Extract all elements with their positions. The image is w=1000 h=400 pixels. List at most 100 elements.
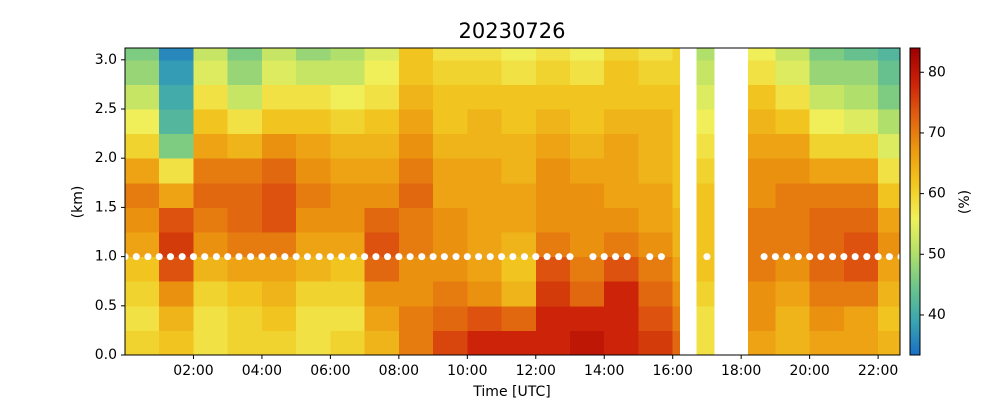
x-axis-label: Time [UTC] — [472, 384, 550, 400]
cell — [296, 109, 331, 135]
cell — [501, 158, 537, 184]
cell — [696, 109, 715, 135]
y-tick-label: 2.0 — [95, 150, 117, 166]
cell — [125, 158, 160, 184]
marker-point — [395, 253, 403, 261]
cell — [433, 330, 468, 355]
cell — [330, 256, 366, 282]
cell — [330, 232, 366, 258]
cell — [227, 330, 263, 355]
cell — [775, 256, 811, 282]
cell — [261, 330, 297, 355]
cell — [364, 133, 400, 159]
cell — [843, 84, 879, 110]
cell — [261, 109, 297, 135]
cell — [364, 256, 400, 282]
cell — [125, 281, 160, 307]
marker-point — [338, 253, 346, 261]
cell — [433, 59, 468, 85]
cell — [696, 207, 715, 233]
cell — [364, 109, 400, 135]
cell — [748, 48, 776, 61]
cell — [261, 48, 297, 61]
marker-point — [326, 253, 334, 261]
marker-point — [863, 253, 871, 261]
colorbar-tick-label: 80 — [928, 64, 946, 80]
cell — [535, 207, 571, 233]
cell — [433, 305, 468, 331]
cell — [501, 330, 537, 355]
cell — [433, 207, 468, 233]
cell — [159, 59, 194, 85]
cell — [748, 281, 776, 307]
marker-point — [520, 253, 528, 261]
cell — [433, 281, 468, 307]
cell — [604, 59, 639, 85]
cell — [364, 330, 400, 355]
cell — [125, 48, 160, 61]
cell — [364, 158, 400, 184]
cell — [878, 330, 900, 355]
cell — [878, 305, 900, 331]
cell — [696, 133, 715, 159]
cell — [261, 59, 297, 85]
cell — [878, 281, 900, 307]
cell — [878, 109, 900, 135]
cell — [843, 158, 879, 184]
cell — [227, 133, 263, 159]
cell — [878, 232, 900, 258]
cell — [604, 232, 639, 258]
marker-point — [303, 253, 311, 261]
cell — [398, 281, 434, 307]
cell — [809, 330, 845, 355]
cell — [227, 84, 263, 110]
cell — [748, 305, 776, 331]
cell — [638, 256, 674, 282]
cell — [843, 182, 879, 208]
cell — [330, 305, 366, 331]
marker-point — [440, 253, 448, 261]
cell — [296, 281, 331, 307]
cell — [296, 182, 331, 208]
cell — [809, 305, 845, 331]
cell — [570, 133, 605, 159]
cell — [809, 133, 845, 159]
marker-point — [224, 253, 232, 261]
cell — [433, 232, 468, 258]
cell — [261, 182, 297, 208]
cell — [364, 281, 400, 307]
cell — [878, 84, 900, 110]
cell — [638, 133, 674, 159]
cell — [398, 182, 434, 208]
cell — [535, 305, 571, 331]
cell — [296, 305, 331, 331]
y-tick-label: 0.5 — [95, 298, 117, 314]
cell — [467, 305, 503, 331]
cell — [843, 133, 879, 159]
cell — [159, 232, 194, 258]
x-tick-label: 14:00 — [584, 363, 624, 379]
cell — [501, 59, 537, 85]
marker-point — [566, 253, 574, 261]
cell — [696, 330, 715, 355]
cell — [809, 48, 845, 61]
y-tick-label: 0.0 — [95, 347, 117, 363]
marker-point — [258, 253, 266, 261]
cell — [748, 133, 776, 159]
cell — [775, 207, 811, 233]
cell — [638, 330, 674, 355]
marker-point — [201, 253, 209, 261]
cell — [535, 48, 571, 61]
colorbar-tick-label: 40 — [928, 307, 946, 323]
cell — [501, 133, 537, 159]
marker-point — [555, 253, 563, 261]
marker-point — [269, 253, 277, 261]
cell — [843, 305, 879, 331]
cell — [604, 207, 639, 233]
marker-point — [623, 253, 631, 261]
cell — [638, 109, 674, 135]
cell — [296, 48, 331, 61]
y-tick-label: 1.5 — [95, 199, 117, 215]
cell — [159, 256, 194, 282]
x-tick-label: 20:00 — [789, 363, 829, 379]
